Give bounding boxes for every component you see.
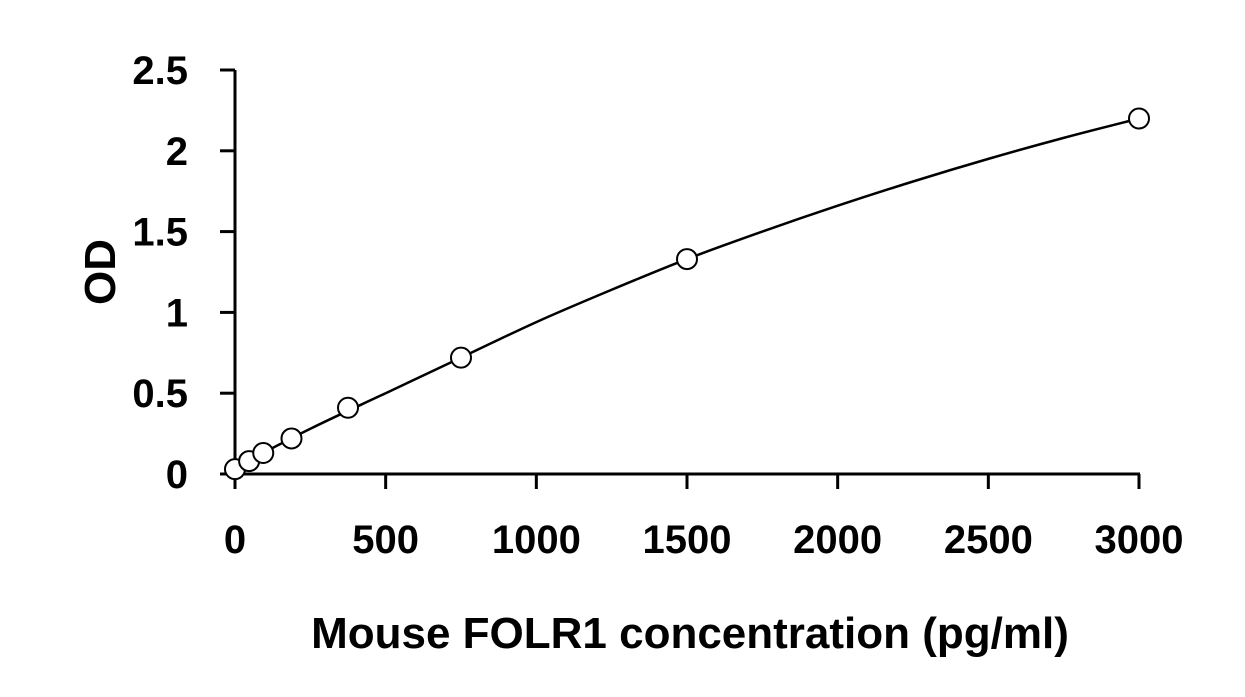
data-point xyxy=(450,346,472,369)
x-tick-label: 3000 xyxy=(1095,518,1184,562)
y-tick-label: 0.5 xyxy=(132,372,188,416)
y-axis-title: OD xyxy=(76,239,125,305)
fit-curve-layer xyxy=(234,117,1140,469)
x-axis-title: Mouse FOLR1 concentration (pg/ml) xyxy=(311,609,1069,658)
y-tick-label: 0 xyxy=(166,453,188,497)
data-point xyxy=(252,441,275,464)
x-tick-label: 1500 xyxy=(643,518,732,562)
x-tick-label: 2500 xyxy=(944,518,1033,562)
data-point xyxy=(337,396,359,419)
y-tick-label: 1 xyxy=(166,291,188,335)
y-tick-label: 2 xyxy=(166,130,188,174)
x-axis-ticks: 0 500 1000 1500 2000 2500 3000 xyxy=(224,474,1184,562)
data-points-layer xyxy=(224,107,1150,481)
x-tick-label: 1000 xyxy=(492,518,581,562)
data-point xyxy=(676,248,698,271)
axes xyxy=(220,70,1140,476)
x-tick-label: 2000 xyxy=(793,518,882,562)
y-tick-label: 2.5 xyxy=(132,49,188,93)
y-axis-ticks: 0 0.5 1 1.5 2 2.5 xyxy=(132,49,235,497)
y-tick-label: 1.5 xyxy=(132,211,188,255)
x-tick-label: 0 xyxy=(224,518,246,562)
x-tick-label: 500 xyxy=(352,518,419,562)
data-point xyxy=(1128,107,1150,130)
data-point xyxy=(280,427,303,450)
fit-curve xyxy=(234,117,1140,469)
